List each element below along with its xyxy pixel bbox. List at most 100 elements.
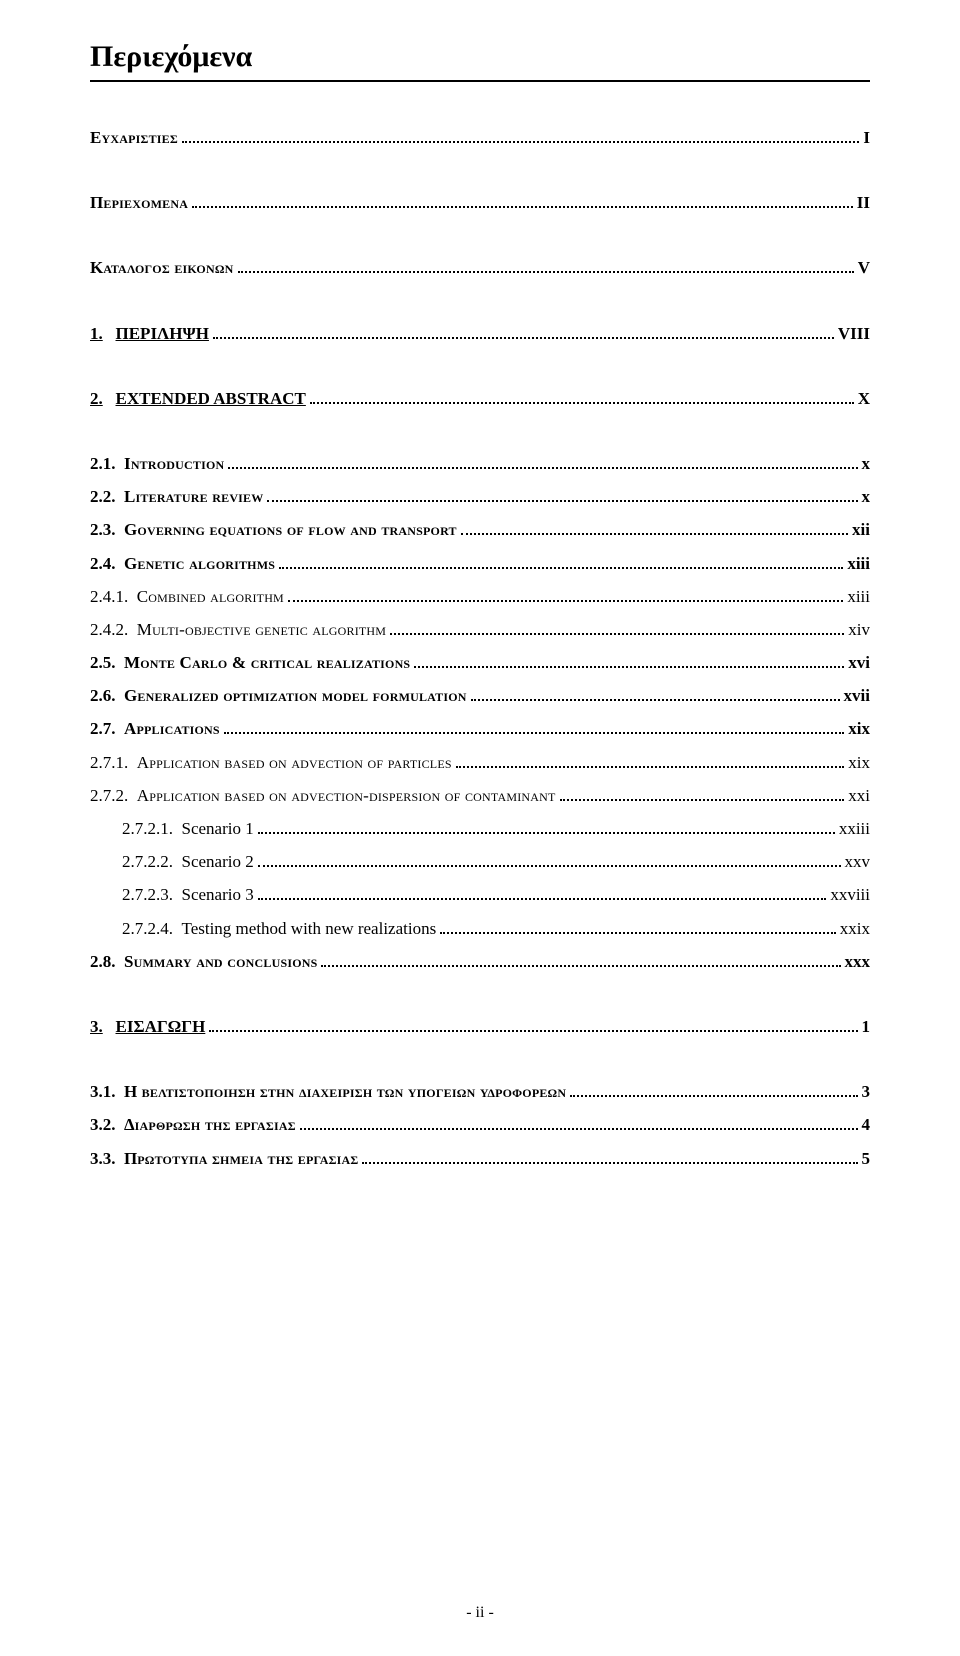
- toc-label: 2.4.2. Multi-objective genetic algorithm: [90, 616, 386, 643]
- toc-label: 3.2. Διαρθρωση της εργασιας: [90, 1111, 296, 1138]
- toc-page: xxi: [848, 782, 870, 809]
- toc-entry: 1. ΠΕΡΙΛΗΨΗ VIII: [90, 320, 870, 347]
- toc-entry: 2.7.2. Application based on advection-di…: [90, 782, 870, 809]
- toc-leader: [209, 1015, 857, 1032]
- toc-entry: 2.4.2. Multi-objective genetic algorithm…: [90, 616, 870, 643]
- toc-leader: [300, 1113, 858, 1130]
- toc-entry: 2.8. Summary and conclusions xxx: [90, 948, 870, 975]
- toc-page: xiii: [847, 583, 870, 610]
- toc-entry: 3.2. Διαρθρωση της εργασιας 4: [90, 1111, 870, 1138]
- toc-page: 4: [862, 1111, 871, 1138]
- toc-page: xxix: [840, 915, 870, 942]
- toc-leader: [471, 684, 840, 701]
- toc-label: 2.3. Governing equations of flow and tra…: [90, 516, 457, 543]
- toc-entry: Περιεχομενα II: [90, 189, 870, 216]
- toc-label: 2.5. Monte Carlo & critical realizations: [90, 649, 410, 676]
- toc-entry: 2.7.1. Application based on advection of…: [90, 749, 870, 776]
- toc-page: xxx: [845, 948, 871, 975]
- toc-page: V: [858, 254, 870, 281]
- toc-leader: [213, 322, 834, 339]
- page-title: Περιεχόμενα: [90, 40, 870, 82]
- toc-page: xix: [848, 715, 870, 742]
- toc-page: 1: [862, 1013, 871, 1040]
- toc-entry: 2.2. Literature review x: [90, 483, 870, 510]
- toc-page: 5: [862, 1145, 871, 1172]
- toc-page: xvii: [844, 682, 870, 709]
- toc-label: 2.7.1. Application based on advection of…: [90, 749, 452, 776]
- toc-page: xix: [848, 749, 870, 776]
- toc-label: 2.7.2.1. Scenario 1: [122, 815, 254, 842]
- toc-label: 1. ΠΕΡΙΛΗΨΗ: [90, 320, 209, 347]
- toc-leader: [258, 883, 827, 900]
- toc-leader: [310, 387, 854, 404]
- toc-leader: [390, 618, 844, 635]
- toc-leader: [414, 651, 844, 668]
- toc-entry: Ευχαριστιες I: [90, 124, 870, 151]
- toc-entry: 2.3. Governing equations of flow and tra…: [90, 516, 870, 543]
- toc-label: 3. ΕΙΣΑΓΩΓΗ: [90, 1013, 205, 1040]
- toc-entry: Καταλογος εικονων V: [90, 254, 870, 281]
- toc-label: 2.7.2. Application based on advection-di…: [90, 782, 556, 809]
- toc-label: 2.2. Literature review: [90, 483, 263, 510]
- toc-leader: [570, 1080, 857, 1097]
- toc-label: Καταλογος εικονων: [90, 254, 234, 281]
- toc-label: 2. EXTENDED ABSTRACT: [90, 385, 306, 412]
- toc-label: 2.8. Summary and conclusions: [90, 948, 317, 975]
- table-of-contents: Ευχαριστιες I Περιεχομενα II Καταλογος εικον…: [90, 124, 870, 1172]
- toc-page: x: [862, 450, 871, 477]
- toc-page: I: [863, 124, 870, 151]
- toc-page: X: [858, 385, 870, 412]
- toc-leader: [192, 191, 853, 208]
- toc-label: Ευχαριστιες: [90, 124, 178, 151]
- toc-page: II: [857, 189, 870, 216]
- toc-leader: [461, 518, 848, 535]
- toc-page: x: [862, 483, 871, 510]
- toc-page: xiii: [847, 550, 870, 577]
- toc-entry: 2.4.1. Combined algorithmxiii: [90, 583, 870, 610]
- toc-leader: [456, 751, 845, 768]
- toc-leader: [440, 917, 836, 934]
- toc-label: 2.4. Genetic algorithms: [90, 550, 275, 577]
- toc-entry: 2.7.2.3. Scenario 3 xxviii: [90, 881, 870, 908]
- toc-page: xxviii: [830, 881, 870, 908]
- toc-entry: 2.4. Genetic algorithms xiii: [90, 550, 870, 577]
- toc-entry: 2.7.2.4. Testing method with new realiza…: [90, 915, 870, 942]
- toc-label: 2.7. Applications: [90, 715, 220, 742]
- toc-page: 3: [862, 1078, 871, 1105]
- toc-leader: [238, 256, 854, 273]
- toc-entry: 2. EXTENDED ABSTRACT X: [90, 385, 870, 412]
- toc-label: 2.6. Generalized optimization model form…: [90, 682, 467, 709]
- page-footer: - ii -: [0, 1604, 960, 1622]
- toc-leader: [267, 485, 857, 502]
- toc-page: xvi: [848, 649, 870, 676]
- toc-leader: [228, 452, 857, 469]
- toc-entry: 3.1. Η βελτιστοποιηση στην διαχειριση τω…: [90, 1078, 870, 1105]
- toc-label: Περιεχομενα: [90, 189, 188, 216]
- toc-leader: [224, 717, 844, 734]
- toc-entry: 3. ΕΙΣΑΓΩΓΗ 1: [90, 1013, 870, 1040]
- toc-entry: 3.3. Πρωτοτυπα σημεια της εργασιας 5: [90, 1145, 870, 1172]
- toc-label: 2.7.2.3. Scenario 3: [122, 881, 254, 908]
- toc-label: 2.1. Introduction: [90, 450, 224, 477]
- toc-label: 3.1. Η βελτιστοποιηση στην διαχειριση τω…: [90, 1078, 566, 1105]
- toc-leader: [560, 784, 845, 801]
- toc-page: xiv: [848, 616, 870, 643]
- toc-leader: [288, 585, 843, 602]
- toc-leader: [279, 552, 843, 569]
- toc-page: xxiii: [839, 815, 870, 842]
- toc-leader: [258, 850, 841, 867]
- toc-entry: 2.6. Generalized optimization model form…: [90, 682, 870, 709]
- toc-label: 2.7.2.4. Testing method with new realiza…: [122, 915, 436, 942]
- toc-entry: 2.1. Introduction x: [90, 450, 870, 477]
- toc-leader: [182, 126, 859, 143]
- toc-label: 2.7.2.2. Scenario 2: [122, 848, 254, 875]
- toc-leader: [258, 817, 835, 834]
- toc-page: xii: [852, 516, 870, 543]
- toc-leader: [321, 950, 840, 967]
- toc-label: 3.3. Πρωτοτυπα σημεια της εργασιας: [90, 1145, 358, 1172]
- toc-entry: 2.7.2.2. Scenario 2xxv: [90, 848, 870, 875]
- toc-entry: 2.7. Applications xix: [90, 715, 870, 742]
- toc-page: VIII: [838, 320, 870, 347]
- toc-entry: 2.5. Monte Carlo & critical realizations…: [90, 649, 870, 676]
- toc-entry: 2.7.2.1. Scenario 1 xxiii: [90, 815, 870, 842]
